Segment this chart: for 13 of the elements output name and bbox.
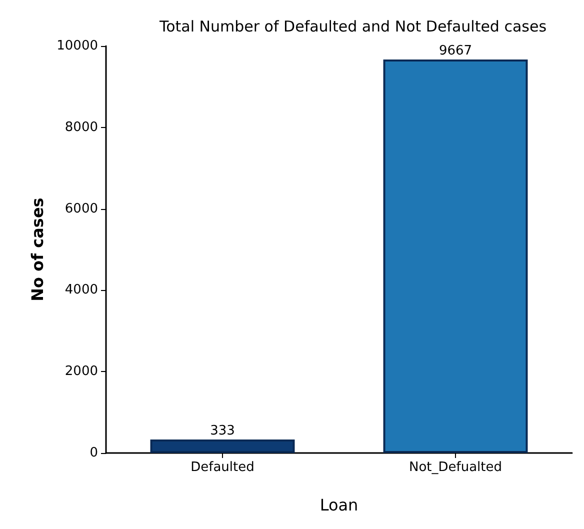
y-tick-label: 0	[90, 446, 98, 460]
y-tick-label: 2000	[64, 364, 98, 380]
x-tick-label: Not_Defualted	[408, 460, 502, 475]
x-tick-label: Defaulted	[190, 460, 254, 475]
data-label: 333	[210, 423, 235, 438]
y-tick-label: 4000	[64, 282, 98, 298]
y-tick-label: 6000	[64, 201, 98, 216]
x-axis-title: Loan	[320, 496, 358, 514]
y-axis-title: No of cases	[28, 198, 48, 302]
y-tick-label: 10000	[56, 38, 98, 54]
data-label: 9667	[438, 44, 472, 59]
y-tick-label: 8000	[64, 120, 98, 135]
chart-title: Total Number of Defaulted and Not Defaulted cases	[158, 18, 547, 36]
